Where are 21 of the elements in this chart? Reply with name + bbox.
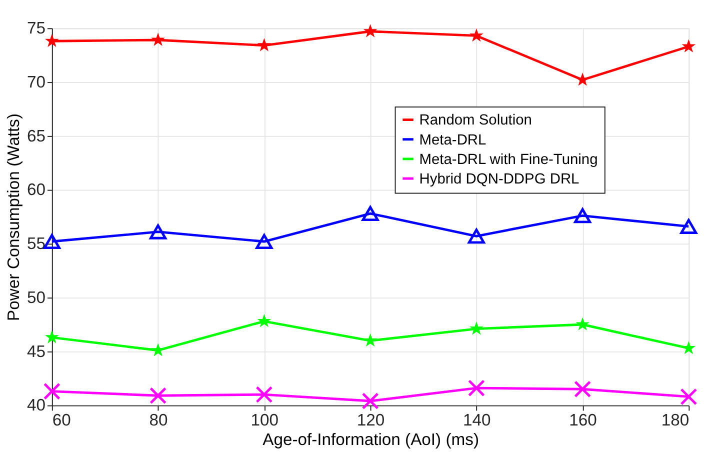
x-tick-label: 120	[356, 410, 385, 430]
legend-label: Meta-DRL	[419, 132, 486, 148]
x-tick-label: 180	[661, 410, 690, 430]
y-tick-label: 60	[27, 180, 46, 200]
legend-label: Meta-DRL with Fine-Tuning	[419, 152, 598, 168]
x-tick-label: 80	[149, 410, 168, 430]
legend-label: Hybrid DQN-DDPG DRL	[419, 171, 580, 188]
x-tick-label: 100	[250, 410, 279, 430]
x-tick-label: 160	[569, 410, 597, 430]
y-tick-label: 40	[27, 396, 46, 415]
y-tick-label: 65	[27, 126, 46, 146]
legend-label: Random Solution	[419, 112, 532, 129]
y-tick-label: 45	[27, 342, 46, 361]
x-tick-label: 60	[52, 410, 71, 430]
y-tick-label: 75	[27, 18, 46, 38]
x-axis-title: Age-of-Information (AoI) (ms)	[262, 430, 479, 449]
x-tick-label: 140	[463, 410, 491, 430]
y-axis-title: Power Consumption (Watts)	[4, 114, 24, 321]
y-tick-label: 70	[27, 72, 46, 92]
y-tick-label: 50	[27, 288, 46, 307]
y-tick-label: 55	[27, 234, 46, 254]
